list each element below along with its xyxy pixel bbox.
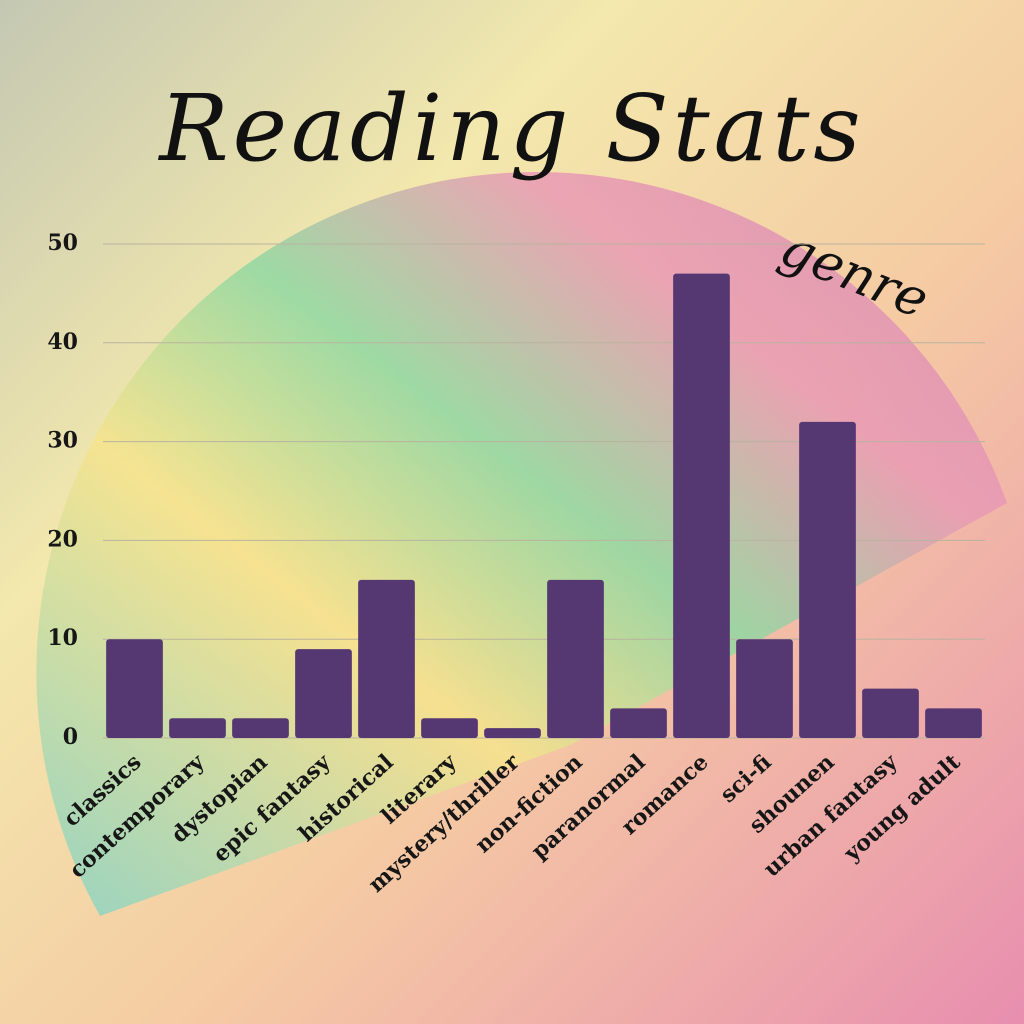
bar bbox=[484, 728, 541, 738]
bar bbox=[547, 579, 604, 738]
chart-title: Reading Stats bbox=[157, 75, 864, 182]
bar bbox=[358, 579, 415, 738]
bar bbox=[421, 718, 478, 738]
bar bbox=[736, 639, 793, 738]
y-tick-label: 50 bbox=[47, 230, 78, 256]
bar bbox=[106, 639, 163, 738]
bar bbox=[169, 718, 226, 738]
bar bbox=[925, 708, 982, 738]
y-tick-label: 40 bbox=[47, 329, 78, 355]
bar bbox=[673, 273, 730, 738]
y-tick-label: 30 bbox=[47, 428, 78, 454]
y-tick-label: 0 bbox=[63, 724, 78, 750]
bar bbox=[295, 649, 352, 738]
bar bbox=[610, 708, 667, 738]
y-tick-label: 10 bbox=[47, 625, 78, 651]
bar bbox=[232, 718, 289, 738]
y-tick-label: 20 bbox=[47, 526, 78, 552]
bar bbox=[862, 688, 919, 738]
bar bbox=[799, 421, 856, 738]
